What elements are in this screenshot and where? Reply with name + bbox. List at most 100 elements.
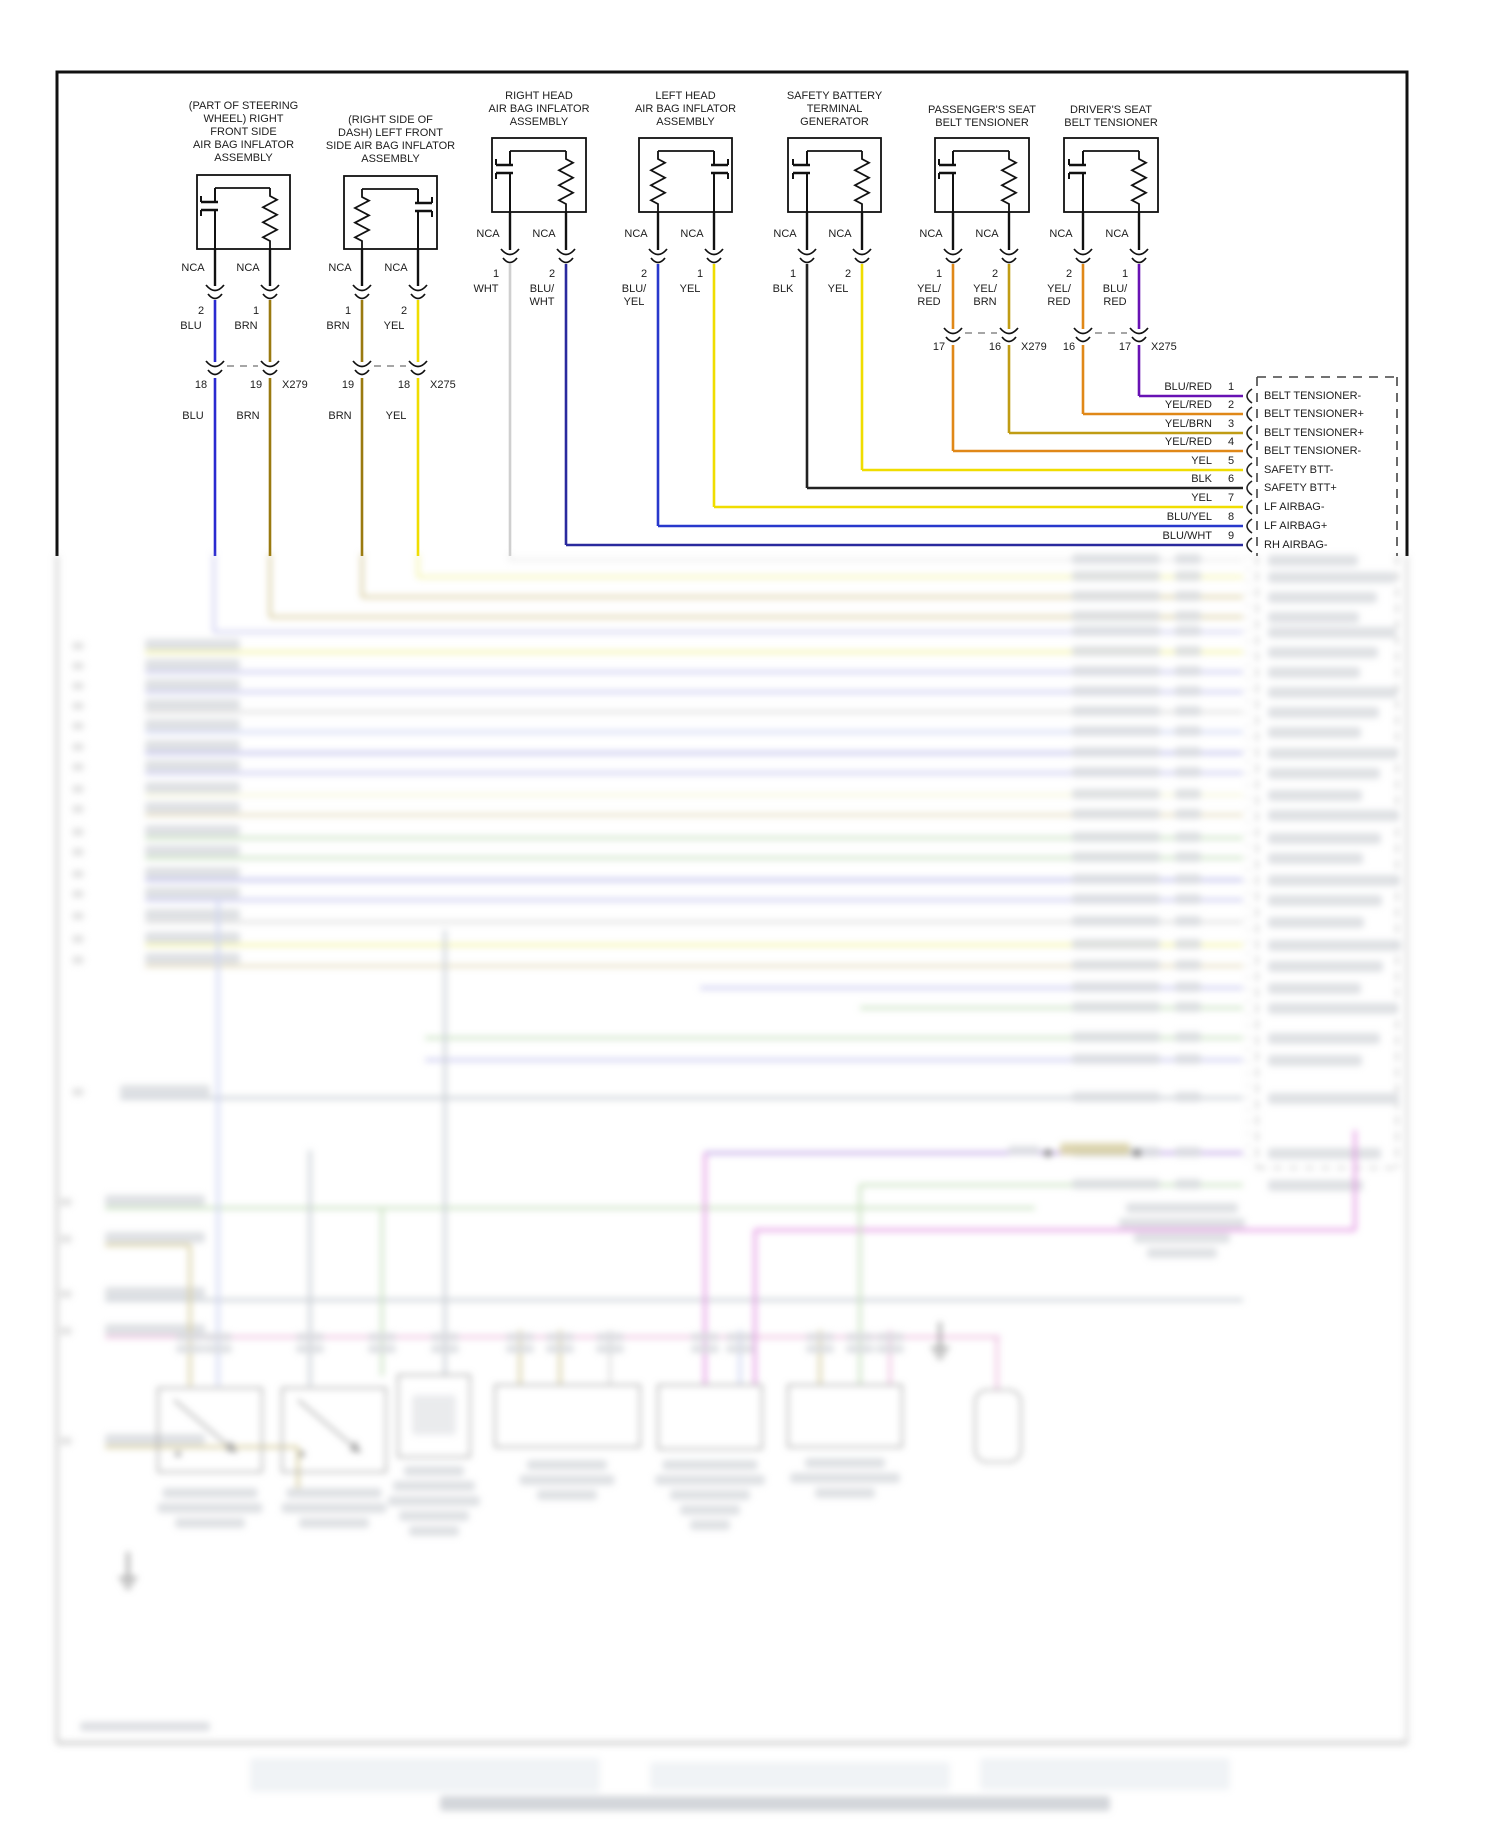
faded-text-blob bbox=[1134, 1233, 1230, 1243]
connector-name: X279 bbox=[282, 379, 308, 391]
wire-path bbox=[854, 257, 870, 264]
faded-text-blob bbox=[1126, 1203, 1238, 1213]
faded-text-blob bbox=[72, 763, 84, 771]
faded-text-blob bbox=[876, 1345, 904, 1353]
wire-path bbox=[943, 248, 963, 256]
wire-color-label: BLU/ WHT bbox=[529, 283, 555, 308]
faded-text-blob bbox=[1268, 1003, 1398, 1014]
faded-text-blob bbox=[60, 1327, 72, 1335]
faded-text-blob bbox=[1268, 667, 1360, 678]
faded-text-blob bbox=[1072, 916, 1160, 926]
faded-text-blob bbox=[72, 682, 84, 690]
faded-text-blob bbox=[72, 1088, 84, 1096]
connector-pin: 16 bbox=[988, 341, 1002, 353]
wire-path bbox=[352, 284, 372, 292]
wire-color-label: YEL/ RED bbox=[917, 283, 941, 308]
wire-path bbox=[1075, 257, 1091, 264]
ecu-pin-number: 8 bbox=[1228, 511, 1235, 523]
faded-text-blob bbox=[1175, 747, 1201, 757]
wire-path bbox=[260, 360, 280, 368]
faded-text-blob bbox=[1175, 666, 1201, 676]
faded-text-blob bbox=[431, 1345, 459, 1353]
box bbox=[638, 137, 733, 213]
faded-text-blob bbox=[1268, 895, 1382, 906]
wire-path bbox=[1131, 257, 1147, 264]
faded-text-blob bbox=[1072, 646, 1160, 656]
faded-text-blob bbox=[431, 1333, 459, 1341]
component-title: SAFETY BATTERY TERMINAL GENERATOR bbox=[786, 90, 883, 128]
wire-color-label: BRN bbox=[234, 320, 258, 332]
ecu-pin-number: 4 bbox=[1228, 436, 1235, 448]
faded-text-blob bbox=[1268, 790, 1362, 801]
pin-number: 2 bbox=[640, 268, 648, 280]
faded-text-blob bbox=[805, 1458, 885, 1468]
connector-name: X275 bbox=[1151, 341, 1177, 353]
pin-number: 1 bbox=[789, 268, 797, 280]
faded-text-blob bbox=[662, 1460, 758, 1470]
faded-text-blob bbox=[72, 702, 84, 710]
faded-text-blob bbox=[1072, 789, 1160, 799]
faded-text-blob bbox=[72, 662, 84, 670]
connector-pin: 18 bbox=[194, 379, 208, 391]
faded-text-blob bbox=[1268, 687, 1397, 698]
junction-dot bbox=[1133, 1149, 1141, 1157]
wire-path bbox=[1246, 462, 1253, 478]
ecu-pin-number: 9 bbox=[1228, 530, 1235, 542]
faded-text-blob bbox=[1072, 626, 1160, 636]
faded-text-blob bbox=[1268, 1033, 1380, 1044]
pin-number: 1 bbox=[935, 268, 943, 280]
wire-color-label: YEL/ BRN bbox=[973, 283, 997, 308]
faded-text-blob bbox=[1175, 852, 1201, 862]
wire-path bbox=[649, 151, 667, 212]
wire-color-label: WHT bbox=[473, 283, 499, 295]
nca-label: NCA bbox=[773, 228, 797, 240]
box bbox=[196, 174, 291, 250]
wire-path bbox=[207, 293, 223, 300]
wire-color-label: BLU/ RED bbox=[1102, 283, 1128, 308]
faded-text-blob bbox=[1072, 982, 1160, 992]
faded-text-blob bbox=[1072, 611, 1160, 621]
connector-pin: 16 bbox=[1062, 341, 1076, 353]
faded-text-blob bbox=[1268, 1148, 1381, 1159]
faded-text-blob bbox=[1072, 706, 1160, 716]
nca-label: NCA bbox=[828, 228, 852, 240]
faded-text-blob bbox=[1175, 706, 1201, 716]
pin-number: 2 bbox=[991, 268, 999, 280]
nca-label: NCA bbox=[1105, 228, 1129, 240]
box bbox=[491, 137, 587, 213]
faded-text-blob bbox=[1268, 727, 1361, 738]
wire-path bbox=[1246, 388, 1253, 404]
faded-text-blob bbox=[1175, 832, 1201, 842]
wire-path bbox=[410, 293, 426, 300]
ecu-signal-label: BELT TENSIONER+ bbox=[1264, 427, 1364, 439]
connector-pin: 19 bbox=[249, 379, 263, 391]
wire-path bbox=[1246, 499, 1253, 515]
wire-path bbox=[1073, 248, 1093, 256]
wire-path bbox=[262, 369, 278, 376]
faded-text-blob bbox=[72, 743, 84, 751]
wire-color-label: BLU bbox=[180, 320, 202, 332]
wire-color-label: BRN bbox=[328, 410, 352, 422]
ecu-wire-color: BLU/RED bbox=[1164, 381, 1212, 393]
component-title: (RIGHT SIDE OF DASH) LEFT FRONT SIDE AIR… bbox=[325, 114, 456, 165]
faded-text-blob bbox=[1268, 768, 1380, 779]
faded-text-blob bbox=[876, 1333, 904, 1341]
ecu-pin-number: 1 bbox=[1228, 381, 1235, 393]
wire-path bbox=[205, 284, 225, 292]
wire-path bbox=[205, 360, 225, 368]
wire-path bbox=[261, 188, 279, 249]
faded-text-blob bbox=[815, 1488, 875, 1498]
ecu-pin-number: 7 bbox=[1228, 492, 1235, 504]
faded-text-blob bbox=[1072, 894, 1160, 904]
wire-path bbox=[1129, 248, 1149, 256]
faded-text-blob bbox=[680, 1505, 740, 1515]
faded-text-blob bbox=[440, 1796, 1110, 1811]
faded-text-blob bbox=[1175, 726, 1201, 736]
component-title: DRIVER'S SEAT BELT TENSIONER bbox=[1064, 104, 1158, 129]
faded-text-blob bbox=[60, 1235, 72, 1243]
wire-path bbox=[797, 248, 817, 256]
wire-path bbox=[500, 248, 520, 256]
ecu-signal-label: BELT TENSIONER- bbox=[1264, 445, 1362, 457]
